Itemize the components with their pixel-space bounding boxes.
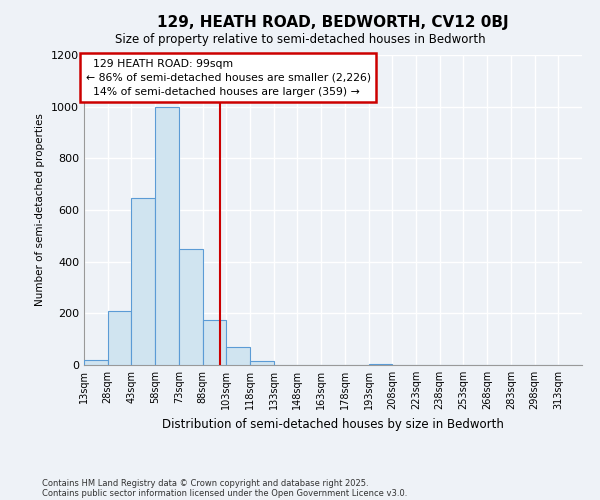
Text: 129 HEATH ROAD: 99sqm
← 86% of semi-detached houses are smaller (2,226)
  14% of: 129 HEATH ROAD: 99sqm ← 86% of semi-deta… xyxy=(86,59,371,97)
Bar xyxy=(155,106,179,365)
Bar xyxy=(250,361,274,365)
Text: Contains HM Land Registry data © Crown copyright and database right 2025.: Contains HM Land Registry data © Crown c… xyxy=(42,478,368,488)
Bar xyxy=(226,347,250,365)
Bar xyxy=(84,360,108,365)
Text: Size of property relative to semi-detached houses in Bedworth: Size of property relative to semi-detach… xyxy=(115,32,485,46)
Title: 129, HEATH ROAD, BEDWORTH, CV12 0BJ: 129, HEATH ROAD, BEDWORTH, CV12 0BJ xyxy=(157,15,509,30)
Bar xyxy=(131,198,155,365)
Bar xyxy=(368,364,392,365)
Bar xyxy=(179,248,203,365)
X-axis label: Distribution of semi-detached houses by size in Bedworth: Distribution of semi-detached houses by … xyxy=(162,418,504,430)
Y-axis label: Number of semi-detached properties: Number of semi-detached properties xyxy=(35,114,46,306)
Text: Contains public sector information licensed under the Open Government Licence v3: Contains public sector information licen… xyxy=(42,488,407,498)
Bar xyxy=(108,310,131,365)
Bar xyxy=(203,320,226,365)
